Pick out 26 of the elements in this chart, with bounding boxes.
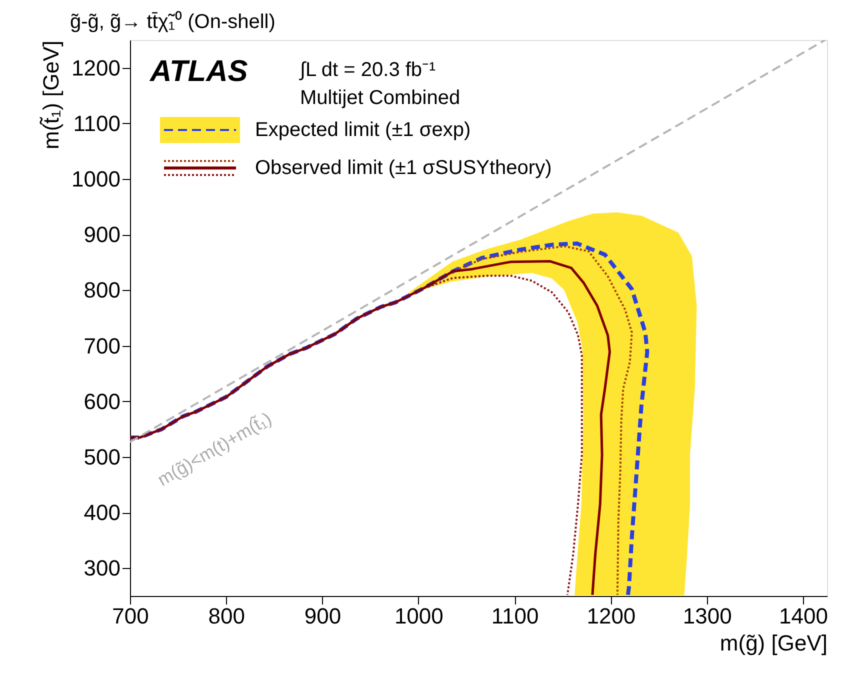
- x-axis-title: m(g̃) [GeV]: [720, 630, 828, 656]
- y-tick-label: 400: [84, 500, 120, 526]
- x-tick-label: 1300: [682, 604, 732, 628]
- x-tick-label: 900: [304, 604, 342, 628]
- legend-label: Observed limit (±1 σSUSYtheory): [255, 157, 552, 179]
- y-tick-label: 1200: [72, 55, 120, 80]
- y-tick-label: 900: [84, 222, 120, 248]
- y-tick-label: 1100: [73, 110, 120, 136]
- x-tick-label: 1200: [586, 604, 636, 628]
- y-tick-label: 800: [84, 278, 120, 303]
- annotation: Multijet Combined: [300, 87, 460, 109]
- annotation: ATLAS: [149, 55, 248, 88]
- legend-label: Expected limit (±1 σexp): [255, 119, 471, 141]
- x-tick-label: 1100: [491, 604, 539, 628]
- y-tick-label: 300: [84, 556, 120, 581]
- x-tick-label: 1400: [778, 604, 828, 628]
- y-tick-label: 600: [84, 388, 120, 414]
- x-tick-label: 800: [208, 604, 245, 628]
- y-tick-label: 700: [84, 333, 120, 358]
- x-tick-label: 700: [112, 604, 149, 628]
- chart-title: g̃-g̃, g̃→ tt̄χ̃₁⁰ (On-shell): [70, 10, 276, 33]
- y-tick-label: 1000: [72, 166, 120, 192]
- x-tick-label: 1000: [394, 604, 444, 628]
- y-axis-title: m(t̃₁) [GeV]: [38, 40, 64, 150]
- y-tick-label: 500: [84, 444, 120, 470]
- annotation: ∫L dt = 20.3 fb⁻¹: [299, 59, 436, 81]
